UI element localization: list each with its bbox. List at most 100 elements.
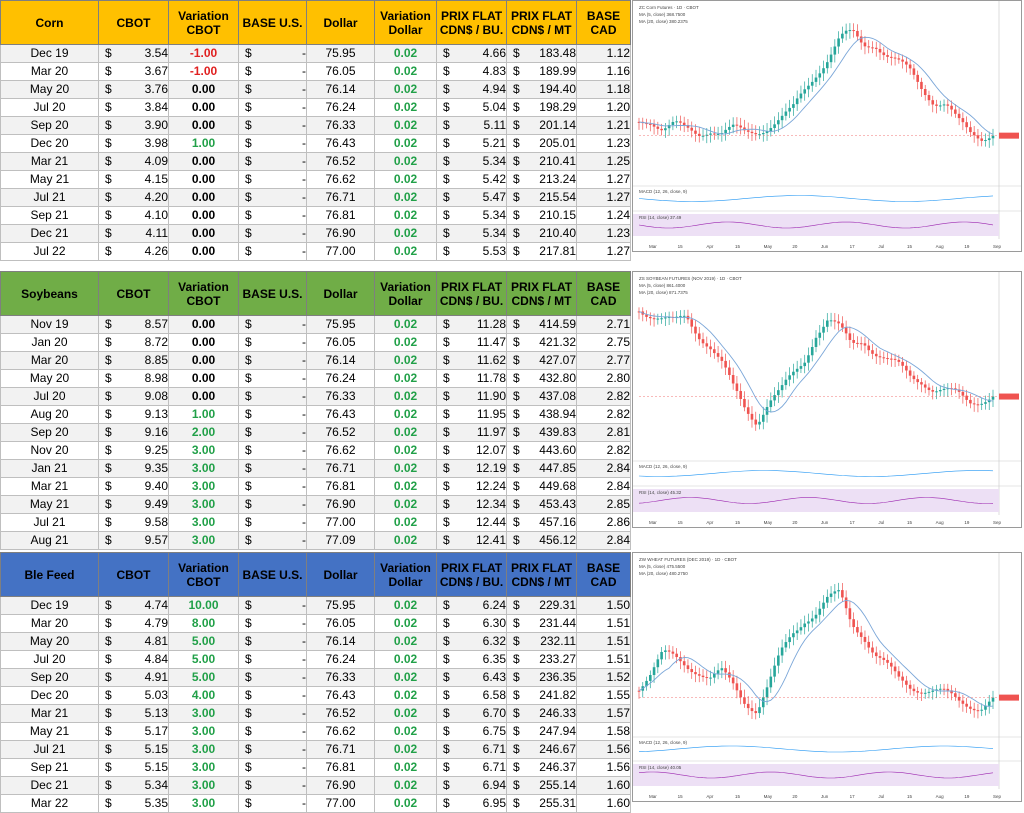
cbot-cell-value: 4.91: [144, 670, 168, 684]
corn-chart[interactable]: ZC Corn Futures · 1D · CBOT MA (5, close)…: [632, 0, 1022, 252]
base-cad-cell-value: 1.16: [606, 64, 630, 78]
currency-symbol: $: [513, 796, 520, 810]
price-chart[interactable]: ZC Corn Futures · 1D · CBOT MA (5, close)…: [633, 1, 1021, 251]
variation-dollar-cell: 0.02: [374, 614, 437, 633]
rsi-line: [638, 771, 994, 779]
candle-body: [750, 708, 754, 712]
month-cell: Dec 20: [0, 134, 99, 153]
flat-price-bu-cell: $11.78: [436, 369, 507, 388]
cbot-cell-value: 5.15: [144, 742, 168, 756]
column-header: Variation Dollar: [374, 552, 437, 597]
month-cell-value: Jul 21: [33, 515, 66, 529]
table-row: Dec 19 $3.54 -1.00 $ -75.95 0.02 $4.66 $183.48 1…: [0, 44, 631, 63]
base-us-cell: $ -: [238, 44, 307, 63]
currency-symbol: $: [105, 670, 112, 684]
candle-body: [769, 400, 773, 408]
variation-dollar-cell: 0.02: [374, 44, 437, 63]
table-row: Mar 20 $8.85 0.00 $ -76.14 0.02 $11.62 $427.07 2…: [0, 351, 631, 370]
variation-dollar-cell-value: 0.02: [393, 154, 418, 168]
flat-price-bu-cell: $4.94: [436, 80, 507, 99]
candle-body: [920, 81, 923, 90]
candle-body: [980, 138, 984, 141]
candle-body: [777, 390, 780, 396]
variation-cbot-cell-value: 0.00: [191, 190, 216, 204]
candle-body: [810, 81, 814, 86]
dollar-cell: 76.81: [306, 206, 375, 225]
flat-price-mt-cell-value: 432.80: [539, 371, 576, 385]
base-cad-cell-value: 1.56: [606, 742, 630, 756]
time-axis-label: 20: [792, 794, 798, 799]
soybeans-chart[interactable]: ZS SOYBEAN FUTURES (NOV 2019) · 1D · CBO…: [632, 271, 1022, 528]
commodity-name: Soybeans: [0, 271, 99, 316]
candle-body: [803, 89, 807, 94]
time-axis-label: Sep: [993, 244, 1002, 249]
dollar-cell-value: 76.33: [325, 670, 356, 684]
currency-symbol: $: [245, 154, 252, 168]
currency-symbol: $: [443, 443, 450, 457]
variation-cbot-cell-value: 10.00: [188, 598, 219, 612]
base-us-cell-value: -: [302, 154, 306, 168]
month-cell-value: May 21: [29, 724, 70, 738]
flat-price-bu-cell-value: 4.94: [482, 82, 506, 96]
flat-price-bu-cell: $12.34: [436, 495, 507, 514]
currency-symbol: $: [443, 317, 450, 331]
variation-cbot-cell: 10.00: [168, 596, 239, 615]
base-us-cell-value: -: [302, 515, 306, 529]
price-chart[interactable]: ZW WHEAT FUTURES (DEC 2019) · 1D · CBOT M…: [633, 553, 1021, 801]
flat-price-bu-cell: $11.62: [436, 351, 507, 370]
candle-body: [660, 128, 663, 131]
candle-body: [671, 651, 675, 654]
month-cell: Jan 21: [0, 459, 99, 478]
flat-price-bu-cell: $6.32: [436, 632, 507, 651]
base-cad-cell: 1.56: [576, 758, 631, 777]
candle-body: [946, 104, 950, 106]
last-price-tag: [999, 694, 1019, 701]
base-cad-cell-value: 1.20: [606, 100, 630, 114]
flat-price-bu-cell-value: 5.04: [482, 100, 506, 114]
flat-price-bu-cell-value: 5.42: [482, 172, 506, 186]
currency-symbol: $: [443, 407, 450, 421]
currency-symbol: $: [105, 742, 112, 756]
variation-dollar-cell: 0.02: [374, 650, 437, 669]
candle-body: [814, 337, 818, 348]
flat-price-bu-cell-value: 5.34: [482, 154, 506, 168]
currency-symbol: $: [443, 425, 450, 439]
variation-dollar-cell: 0.02: [374, 776, 437, 795]
ble-feed-chart[interactable]: ZW WHEAT FUTURES (DEC 2019) · 1D · CBOT M…: [632, 552, 1022, 802]
time-axis-label: Jul: [878, 244, 884, 249]
cbot-cell: $3.54: [98, 44, 169, 63]
candle-body: [867, 345, 871, 351]
base-cad-cell: 1.52: [576, 668, 631, 687]
currency-symbol: $: [245, 226, 252, 240]
column-header: PRIX FLAT CDN$ / MT: [506, 271, 577, 316]
candle-body: [908, 370, 912, 376]
currency-symbol: $: [105, 533, 112, 547]
variation-cbot-cell: 3.00: [168, 722, 239, 741]
variation-cbot-cell-value: 3.00: [191, 706, 216, 720]
table-row: Aug 20 $9.13 1.00 $ -76.43 0.02 $11.95 $438.94 2…: [0, 405, 631, 424]
candle-body: [656, 659, 660, 668]
base-cad-cell: 1.20: [576, 98, 631, 117]
candle-body: [969, 399, 972, 404]
cbot-cell: $8.57: [98, 315, 169, 334]
rsi-label: RSI (14, close) 37.49: [639, 215, 682, 220]
time-axis-label: Mar: [649, 520, 657, 525]
month-cell: Nov 20: [0, 441, 99, 460]
corn-section: Corn CBOT Variation CBOT BASE U.S. Dollar Var…: [0, 0, 1024, 261]
base-us-cell: $ -: [238, 369, 307, 388]
table-row: Mar 20 $3.67 -1.00 $ -76.05 0.02 $4.83 $189.99 1…: [0, 62, 631, 81]
variation-cbot-cell-value: 0.00: [191, 335, 216, 349]
candle-body: [916, 74, 919, 82]
base-cad-cell: 1.23: [576, 134, 631, 153]
flat-price-mt-cell: $246.37: [506, 758, 577, 777]
candle-body: [859, 36, 863, 43]
flat-price-bu-cell-value: 6.24: [482, 598, 506, 612]
flat-price-bu-cell-value: 12.44: [475, 515, 506, 529]
dollar-cell-value: 76.81: [325, 208, 356, 222]
price-chart[interactable]: ZS SOYBEAN FUTURES (NOV 2019) · 1D · CBO…: [633, 272, 1021, 527]
base-us-cell-value: -: [302, 616, 306, 630]
cbot-cell: $5.35: [98, 794, 169, 813]
dollar-cell: 76.43: [306, 686, 375, 705]
cbot-cell: $4.81: [98, 632, 169, 651]
candle-body: [777, 120, 780, 125]
